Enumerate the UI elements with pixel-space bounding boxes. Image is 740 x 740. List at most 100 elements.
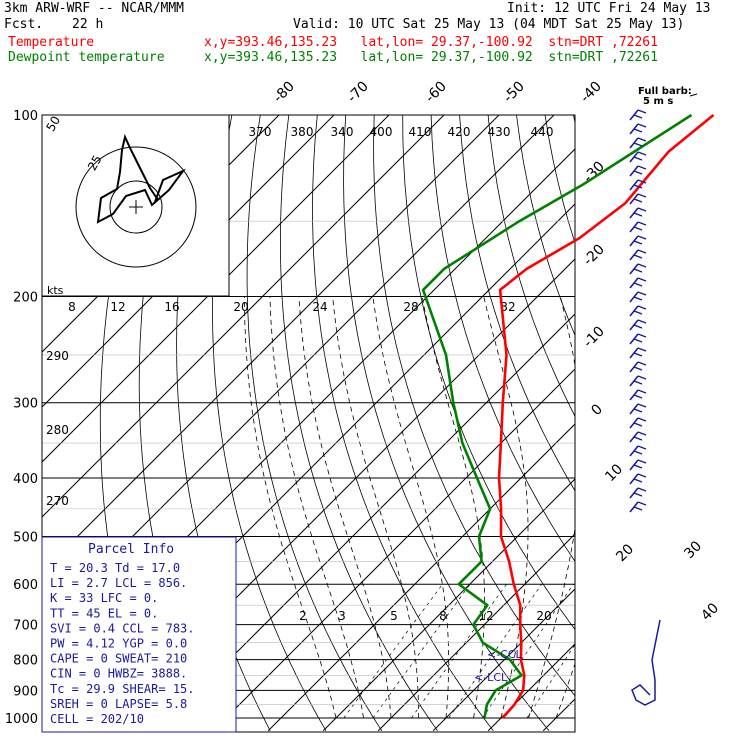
- wind-barb-flag: [633, 310, 643, 315]
- wind-barb-flag: [633, 184, 643, 189]
- mixing-ratio-label: 2: [299, 609, 307, 623]
- temperature-trace: [497, 113, 715, 719]
- theta-left-label: 280: [46, 423, 69, 437]
- pressure-tick-label: 700: [13, 619, 38, 634]
- ccl-marker: <-CCL: [487, 648, 523, 661]
- mixing-ratio-line: [343, 583, 443, 719]
- isotherm-line: [42, 115, 445, 518]
- theta-left-label: 290: [46, 349, 69, 363]
- wind-barb-flag: [633, 142, 643, 147]
- full-barb-label: Full barb:: [638, 86, 692, 97]
- wind-barb-flag: [633, 114, 643, 119]
- wind-barb-flag: [637, 179, 647, 184]
- parcel-info-box: [41, 536, 237, 733]
- isotherm-line: [322, 478, 575, 732]
- plot-frame: [41, 114, 576, 733]
- pressure-tick-label: 400: [13, 472, 38, 487]
- theta-label: 440: [531, 125, 554, 139]
- hodograph-scale-label: 16: [164, 300, 179, 314]
- lcl-marker: <-LCL: [474, 671, 508, 684]
- parcel-info-row: CAPE = 0 SWEAT= 210: [50, 652, 187, 666]
- wind-barb-flag: [633, 156, 643, 161]
- moist-adiabat-line: [244, 296, 337, 719]
- wind-barb-flag: [633, 128, 643, 133]
- hodograph-outer-ring: [75, 146, 197, 268]
- mixing-ratio-label: 5: [390, 609, 398, 623]
- isotherm-label: -80: [270, 78, 297, 105]
- wind-barb-flag: [633, 394, 643, 399]
- moist-adiabat-line: [269, 296, 364, 719]
- full-barb-value: 5 m s: [643, 96, 673, 107]
- moist-adiabat-line: [298, 296, 392, 719]
- wind-barb-flag: [637, 501, 647, 506]
- wind-barb-flag: [633, 478, 643, 483]
- isotherm-label: -20: [580, 241, 607, 268]
- moist-adiabat-line: [528, 296, 575, 719]
- hodograph-scale-label: 24: [312, 300, 327, 314]
- parcel-info-row: SVI = 0.4 CCL = 783.: [50, 621, 195, 635]
- wind-barb-flag: [633, 240, 643, 245]
- wind-barb-flag: [637, 487, 647, 492]
- isotherm-line: [42, 115, 335, 408]
- wind-barb-flag: [637, 473, 647, 478]
- isotherm-line: [432, 588, 575, 732]
- wind-barb-flag: [637, 249, 647, 254]
- wind-barb-flag: [637, 235, 647, 240]
- moist-adiabat-line: [372, 296, 450, 719]
- dry-adiabat-line: [735, 87, 740, 730]
- wind-barb-flag: [637, 459, 647, 464]
- parcel-info-row: T = 20.3 Td = 17.0: [50, 561, 180, 575]
- wind-barb-flag: [633, 436, 643, 441]
- hodograph-inner-ring: [109, 180, 163, 234]
- init-time: Init: 12 UTC Fri 24 May 13: [507, 1, 711, 16]
- moist-adiabat-line: [332, 296, 419, 718]
- wind-barb-flag: [637, 109, 647, 114]
- wind-barb-flag: [637, 347, 647, 352]
- wind-barb-flag: [637, 137, 647, 142]
- pressure-tick-label: 200: [13, 291, 38, 306]
- hodograph-ring-label: 25: [85, 153, 105, 173]
- moist-adiabat-line: [611, 297, 740, 719]
- wind-barb-flag: [633, 366, 643, 371]
- parcel-info-row: K = 33 LFC = 0.: [50, 591, 158, 605]
- dry-adiabat-line: [279, 115, 438, 732]
- isotherm-label: 10: [602, 461, 626, 485]
- wind-barb-flag: [633, 170, 643, 175]
- theta-label: 340: [331, 125, 354, 139]
- parcel-info-row: PW = 4.12 YGP = 0.0: [50, 637, 187, 651]
- isotherm-line: [708, 87, 740, 730]
- dry-adiabat-line: [707, 87, 740, 730]
- theta-label: 370: [249, 125, 272, 139]
- wind-barb-flag: [637, 291, 647, 296]
- theta-label: 430: [488, 125, 511, 139]
- pressure-tick-label: 100: [13, 109, 38, 124]
- dry-adiabat-line: [402, 115, 575, 631]
- isotherm-line: [157, 313, 575, 732]
- isotherm-label: -40: [577, 78, 604, 105]
- hodograph-kts-label: kts: [47, 284, 64, 297]
- wind-barb-flag: [633, 282, 643, 287]
- wind-barb-flag: [637, 263, 647, 268]
- pressure-tick-label: 500: [13, 530, 38, 545]
- valid-time: Valid: 10 UTC Sat 25 May 13 (04 MDT Sat …: [293, 17, 685, 32]
- parcel-info-row: SREH = 0 LAPSE= 5.8: [50, 697, 187, 711]
- dewpoint-legend: Dewpoint temperature: [8, 50, 165, 65]
- dry-adiabat-line: [597, 87, 740, 730]
- dry-adiabat-line: [430, 115, 575, 563]
- wind-barb-flag: [637, 207, 647, 212]
- parcel-info-row: TT = 45 EL = 0.: [50, 606, 158, 620]
- low-level-wind-barbs: [631, 619, 661, 706]
- wind-barb-flag: [633, 352, 643, 357]
- temperature-location: x,y=393.46,135.23 lat,lon= 29.37,-100.92…: [204, 35, 658, 50]
- wind-barb-flag: [637, 221, 647, 226]
- wind-barb-flag: [637, 151, 647, 156]
- wind-barb-flag: [637, 193, 647, 198]
- parcel-info-title: Parcel Info: [88, 542, 174, 557]
- isotherm-label: -60: [422, 78, 449, 105]
- wind-barb-flag: [637, 431, 647, 436]
- isotherm-label: -10: [580, 323, 607, 350]
- isotherm-line: [42, 115, 500, 573]
- wind-barb-flag: [633, 408, 643, 413]
- pressure-tick-label: 800: [13, 654, 38, 669]
